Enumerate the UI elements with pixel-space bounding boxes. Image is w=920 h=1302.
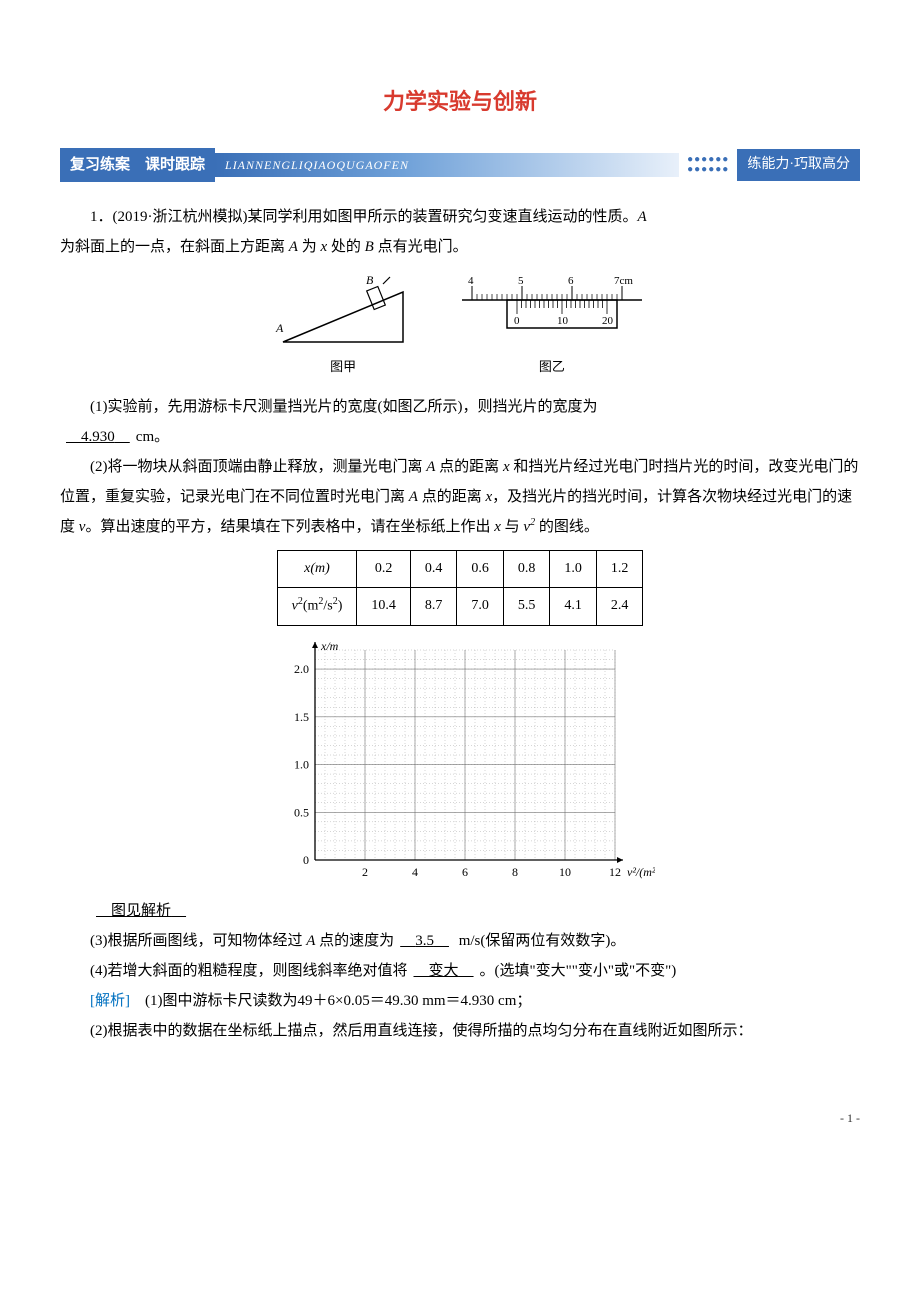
banner-dots: ●●●●●●●●●●●● [679,155,737,175]
p4b: 。(选填"变大""变小"或"不变") [480,963,677,979]
svg-text:12: 12 [609,865,621,879]
p4a: (4)若增大斜面的粗糙程度，则图线斜率绝对值将 [90,963,408,979]
part2: (2)将一物块从斜面顶端由静止释放，测量光电门离 A 点的距离 x 和挡光片经过… [60,452,860,542]
part4: (4)若增大斜面的粗糙程度，则图线斜率绝对值将 变大 。(选填"变大""变小"或… [60,956,860,986]
cell: 1.0 [550,551,597,588]
graph-answer: 图见解析 [60,896,860,926]
table-row: v2(m2/s2) 10.4 8.7 7.0 5.5 4.1 2.4 [277,588,643,626]
svg-text:4: 4 [412,865,418,879]
p4-answer: 变大 [408,963,480,979]
row1-label: x(m) [277,551,357,588]
solution-label: [解析] [90,993,130,1009]
p1-unit: cm。 [136,429,169,445]
q1-lead-text: 1．(2019·浙江杭州模拟)某同学利用如图甲所示的装置研究匀变速直线运动的性质… [90,209,638,225]
p1-text: (1)实验前，先用游标卡尺测量挡光片的宽度(如图乙所示)，则挡光片的宽度为 [90,399,597,415]
p3-answer: 3.5 [394,933,455,949]
label-A: A [275,321,284,335]
cell: 8.7 [410,588,457,626]
solution-2: (2)根据表中的数据在坐标纸上描点，然后用直线连接，使得所描的点均匀分布在直线附… [60,1016,860,1046]
p2a: (2)将一物块从斜面顶端由静止释放，测量光电门离 [90,459,426,475]
p2A2: A [409,489,418,505]
q1-lead2: 为斜面上的一点，在斜面上方距离 A 为 x 处的 B 点有光电门。 [60,232,860,262]
page-footer: - 1 - [60,1106,860,1130]
svg-text:0.5: 0.5 [294,805,309,819]
p2f: 。算出速度的平方，结果填在下列表格中，请在坐标纸上作出 [85,519,494,535]
sol1: (1)图中游标卡尺读数为49＋6×0.05＝49.30 mm＝4.930 cm； [145,993,531,1009]
section-banner: 复习练案 课时跟踪 LIANNENGLIQIAOQUGAOFEN ●●●●●●●… [60,148,860,182]
rb0: 0 [514,315,520,327]
caption-1: 图甲 [268,354,418,380]
svg-text:8: 8 [512,865,518,879]
p2g: 与 [501,519,524,535]
figure-incline: A B [268,272,418,352]
cell: 5.5 [503,588,550,626]
rt0: 4 [468,275,474,287]
figure-caliper: 4 5 6 7cm 0 10 20 [452,272,652,352]
svg-text:10: 10 [559,865,571,879]
q1-l2-A: A [289,239,298,255]
rt3: 7cm [614,275,633,287]
svg-text:v²/(m²·s⁻²): v²/(m²·s⁻²) [627,865,655,879]
p2d: 点的距离 [418,489,486,505]
q1-l2b: 为 [298,239,321,255]
svg-text:1.5: 1.5 [294,709,309,723]
svg-text:x/m: x/m [320,640,339,653]
svg-text:0: 0 [303,853,309,867]
q1-l2a: 为斜面上的一点，在斜面上方距离 [60,239,289,255]
banner-mid: LIANNENGLIQIAOQUGAOFEN [215,153,679,177]
cell: 0.4 [410,551,457,588]
p2h: 的图线。 [535,519,599,535]
data-table: x(m) 0.2 0.4 0.6 0.8 1.0 1.2 v2(m2/s2) 1… [277,550,644,626]
svg-text:2.0: 2.0 [294,662,309,676]
svg-text:6: 6 [462,865,468,879]
rb1: 10 [557,315,569,327]
table-row: x(m) 0.2 0.4 0.6 0.8 1.0 1.2 [277,551,643,588]
label-B: B [366,273,374,287]
q1-l2d: 点有光电门。 [374,239,468,255]
cell: 4.1 [550,588,597,626]
p3c: m/s(保留两位有效数字)。 [455,933,625,949]
part1: (1)实验前，先用游标卡尺测量挡光片的宽度(如图乙所示)，则挡光片的宽度为 [60,392,860,422]
q1-l2c: 处的 [327,239,365,255]
cell: 10.4 [357,588,411,626]
p2b: 点的距离 [435,459,503,475]
q1-l2-B: B [365,239,374,255]
p3a: (3)根据所画图线，可知物体经过 [90,933,306,949]
caption-2: 图乙 [452,354,652,380]
p2v2: v2 [523,519,535,535]
cell: 0.6 [457,551,504,588]
solution: [解析] (1)图中游标卡尺读数为49＋6×0.05＝49.30 mm＝4.93… [60,986,860,1016]
cell: 2.4 [596,588,643,626]
part3: (3)根据所画图线，可知物体经过 A 点的速度为 3.5 m/s(保留两位有效数… [60,926,860,956]
banner-right: 练能力·巧取高分 [737,149,860,181]
rt1: 5 [518,275,524,287]
figure-row: A B 图甲 4 5 6 7cm 0 10 20 图乙 [60,272,860,382]
cell: 0.2 [357,551,411,588]
svg-text:1.0: 1.0 [294,757,309,771]
part1-ans-line: 4.930 cm。 [60,422,860,452]
p2x3: x [494,519,501,535]
page-title: 力学实验与创新 [60,80,860,124]
row2-label: v2(m2/s2) [277,588,357,626]
cell: 7.0 [457,588,504,626]
rt2: 6 [568,275,574,287]
svg-text:2: 2 [362,865,368,879]
p3b: 点的速度为 [315,933,394,949]
cell: 1.2 [596,551,643,588]
p1-answer: 4.930 [60,429,136,445]
banner-left: 复习练案 课时跟踪 [60,148,215,182]
p2x1: x [503,459,510,475]
q1-lead: 1．(2019·浙江杭州模拟)某同学利用如图甲所示的装置研究匀变速直线运动的性质… [60,202,860,232]
grid-chart: 2 4 6 8 10 12 0 0.5 1.0 1.5 2.0 x/m v²/(m²·s⁻²) [265,640,655,890]
rb2: 20 [602,315,614,327]
q1-A: A [638,209,647,225]
cell: 0.8 [503,551,550,588]
